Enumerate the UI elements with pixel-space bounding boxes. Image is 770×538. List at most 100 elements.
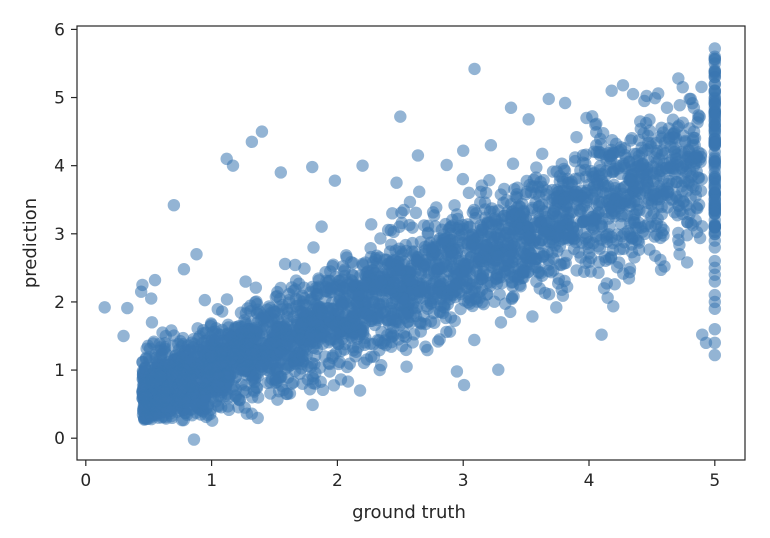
data-point [255,125,269,138]
data-point [607,162,621,176]
data-point [708,219,722,232]
data-point [708,138,722,151]
data-point [493,288,506,301]
data-point [221,400,235,413]
data-point [532,265,545,278]
x-tick-label: 4 [584,471,595,491]
data-point [249,281,263,294]
data-point [554,258,568,272]
data-point [348,306,362,319]
data-point [134,285,148,298]
data-point [236,362,250,375]
y-tick-label: 3 [54,225,65,245]
data-point [695,80,708,94]
data-point [190,248,203,261]
data-point [581,213,594,227]
data-point [512,228,525,241]
data-point [708,275,722,288]
data-point [434,275,447,289]
data-point [474,196,487,209]
data-point [268,355,282,369]
data-point [616,79,630,92]
data-point [550,301,563,314]
data-point [318,350,332,363]
data-point [148,273,162,287]
data-point [699,336,713,350]
data-point [324,333,337,347]
data-point [661,185,674,199]
data-point [477,243,490,256]
data-point [251,411,264,425]
data-point [577,265,591,278]
data-point [385,335,398,349]
x-tick-label: 2 [332,471,343,491]
data-point [398,295,411,308]
data-point [420,258,433,272]
data-point [676,184,689,198]
data-point [382,313,396,326]
data-point [540,184,553,197]
data-point [255,359,269,373]
data-point [184,370,197,384]
data-point [199,410,213,424]
data-point [627,208,641,221]
data-point [158,336,172,350]
data-point [324,285,338,298]
data-point [395,216,408,230]
data-point [329,346,343,360]
data-point [595,328,608,341]
data-point [240,407,254,420]
x-tick-label: 5 [709,471,720,491]
data-point [363,303,376,316]
data-point [421,343,434,357]
data-point [307,241,320,254]
data-point [471,276,484,290]
data-point [532,200,545,213]
data-point [244,299,257,312]
data-point [167,198,181,212]
y-axis-label: prediction [20,198,41,288]
data-point [287,376,300,389]
data-point [145,292,158,305]
data-point [618,181,631,194]
data-point [491,250,505,263]
data-point [271,393,284,406]
data-point [564,230,578,244]
data-point [376,297,390,310]
data-point [708,194,722,207]
data-point [215,343,228,356]
data-point [204,317,218,330]
data-point [539,214,553,228]
data-point [98,301,111,314]
data-point [315,220,328,233]
data-point [587,192,601,205]
data-point [232,401,245,414]
points-layer [98,42,722,446]
data-point [489,213,503,227]
data-point [450,365,464,378]
data-point [642,181,655,194]
data-point [400,360,413,373]
data-point [139,351,153,364]
data-point [671,121,684,134]
data-point [154,370,167,384]
data-point [409,206,423,220]
data-point [637,126,650,140]
data-point [235,326,248,339]
data-point [461,218,474,231]
data-point [407,328,421,341]
data-point [638,94,651,108]
data-point [708,322,722,336]
data-point [396,247,409,261]
data-point [117,329,130,343]
data-point [268,325,281,339]
data-point [537,225,551,239]
data-point [598,250,611,264]
data-point [673,99,686,112]
data-point [524,247,538,261]
data-point [311,288,325,302]
data-point [155,348,168,361]
data-point [708,53,722,67]
